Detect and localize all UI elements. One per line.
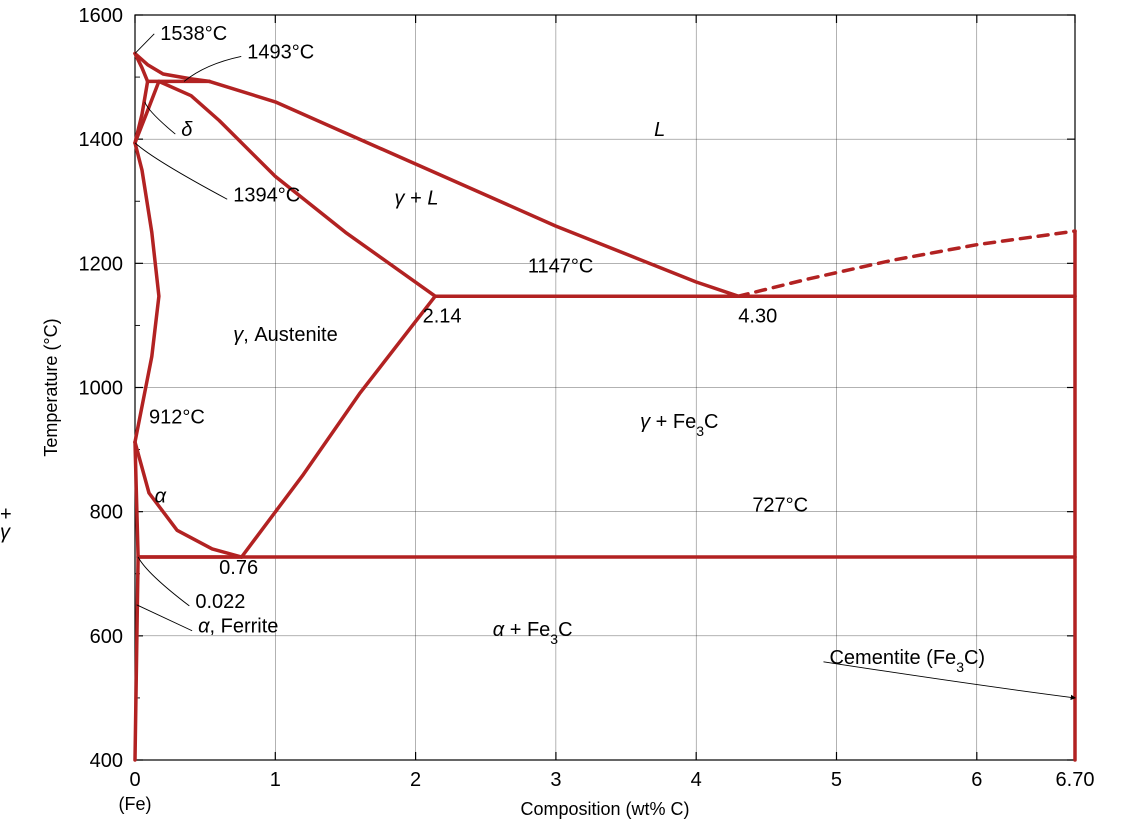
anno-t1394: 1394°C [233,184,300,206]
anno-L: L [654,119,665,141]
svg-text:1000: 1000 [79,378,124,400]
svg-text:0: 0 [129,769,140,791]
anno-alpha_fe3c: α + Fe3C [493,619,573,647]
phase-line-alpha_gamma [135,442,242,557]
leader-ferrite [137,605,192,631]
leader-pt0022 [138,557,189,606]
svg-text:1600: 1600 [79,5,124,27]
anno-t1538: 1538°C [160,23,227,45]
y-axis-label: Temperature (°C) [41,318,61,456]
phase-line-gamma_left_to_1394 [135,143,159,442]
anno-pt430: 4.30 [738,305,777,327]
svg-text:2: 2 [410,769,421,791]
svg-text:4: 4 [691,769,702,791]
anno-alpha_plus_gamma: α+γ [0,485,167,543]
phase-line-fe3c_liquidus_dashed [738,231,1075,296]
anno-delta: δ [181,119,193,141]
anno-t912: 912°C [149,407,205,429]
anno-t727: 727°C [752,495,808,517]
anno-t1493: 1493°C [247,41,314,63]
svg-text:6: 6 [971,769,982,791]
anno-pt076: 0.76 [219,557,258,579]
svg-text:3: 3 [550,769,561,791]
anno-austenite: γ, Austenite [233,324,338,346]
x-origin-label: (Fe) [119,794,152,814]
anno-pt214: 2.14 [423,305,462,327]
anno-t1147: 1147°C [528,256,593,278]
anno-ferrite: α, Ferrite [198,616,278,638]
anno-gamma_fe3c: γ + Fe3C [640,411,718,439]
leader-t1538 [135,34,154,54]
svg-text:400: 400 [90,750,123,772]
phase-diagram: 0 1 2 3 4 5 6 6.70 400 600 800 1000 1200 1400 1600 Comp… [0,0,1134,828]
svg-text:6.70: 6.70 [1056,769,1095,791]
anno-gamma_plus_L: γ + L [395,187,439,209]
anno-cementite: Cementite (Fe3C) [829,647,985,675]
anno-pt0022: 0.022 [195,591,245,613]
leader-t1394 [135,143,227,199]
svg-text:1: 1 [270,769,281,791]
svg-text:5: 5 [831,769,842,791]
svg-text:600: 600 [90,626,123,648]
svg-text:800: 800 [90,502,123,524]
svg-text:1400: 1400 [79,129,124,151]
x-axis-label: Composition (wt% C) [520,799,689,819]
svg-text:1200: 1200 [79,253,124,275]
